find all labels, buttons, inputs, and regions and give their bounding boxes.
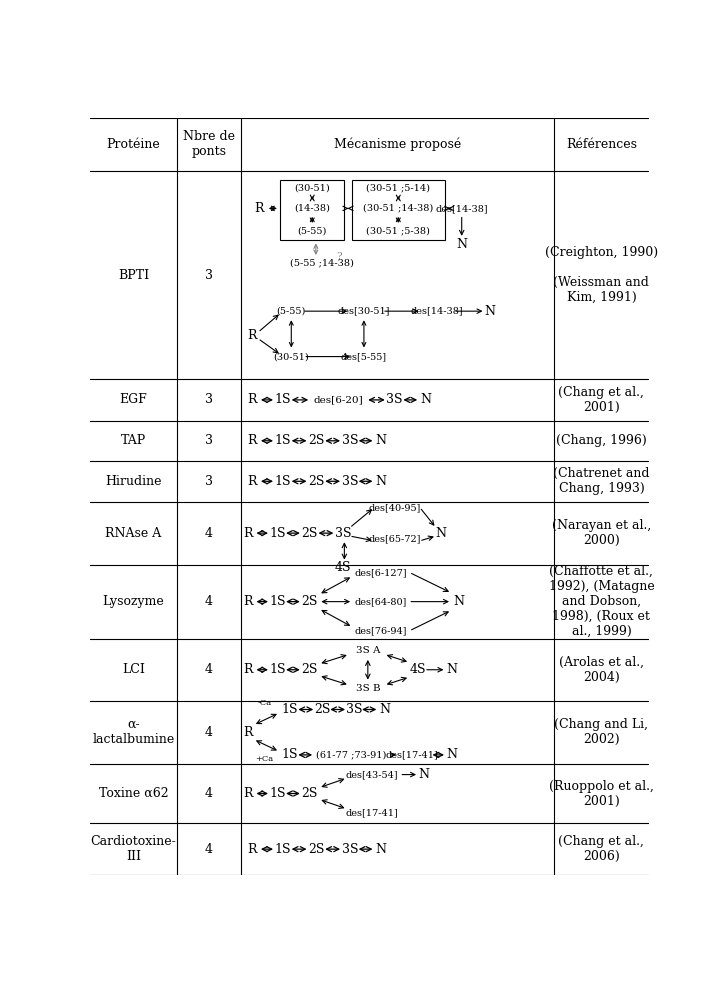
Text: 1S: 1S — [282, 748, 298, 762]
Text: des[17-41]: des[17-41] — [346, 808, 399, 817]
Text: des[76-94]: des[76-94] — [355, 626, 407, 635]
Text: 3S: 3S — [386, 393, 403, 406]
Text: des[14-38]: des[14-38] — [410, 307, 463, 316]
Text: Cardiotoxine-
III: Cardiotoxine- III — [91, 836, 177, 863]
Text: 4: 4 — [205, 595, 213, 608]
Text: (Creighton, 1990)

(Weissman and
Kim, 1991): (Creighton, 1990) (Weissman and Kim, 199… — [545, 246, 658, 304]
Text: Toxine α62: Toxine α62 — [99, 787, 168, 800]
Text: (30-51): (30-51) — [294, 183, 330, 192]
Text: N: N — [375, 475, 386, 488]
Text: +Ca: +Ca — [255, 756, 273, 764]
Text: 3S: 3S — [342, 842, 358, 855]
Text: N: N — [454, 595, 464, 608]
Text: TAP: TAP — [121, 434, 146, 447]
Text: 3: 3 — [205, 434, 213, 447]
Text: 1S: 1S — [269, 664, 286, 676]
Text: RNAse A: RNAse A — [105, 527, 162, 540]
Text: des[30-51]: des[30-51] — [337, 307, 390, 316]
Text: 3: 3 — [205, 393, 213, 406]
Text: 3S: 3S — [335, 527, 352, 540]
Text: (Arolas et al.,
2004): (Arolas et al., 2004) — [559, 656, 644, 684]
Text: EGF: EGF — [120, 393, 147, 406]
Text: ?: ? — [337, 252, 342, 260]
Text: 1S: 1S — [282, 703, 298, 716]
Text: 2S: 2S — [309, 434, 324, 447]
Text: (30-51): (30-51) — [273, 352, 309, 361]
Text: Nbre de
ponts: Nbre de ponts — [183, 131, 235, 158]
Text: N: N — [456, 239, 467, 252]
Text: N: N — [435, 527, 446, 540]
Text: 3: 3 — [205, 475, 213, 488]
Text: Références: Références — [566, 138, 637, 151]
Text: (Ruoppolo et al.,
2001): (Ruoppolo et al., 2001) — [549, 780, 654, 807]
Text: R: R — [243, 664, 252, 676]
Text: Lysozyme: Lysozyme — [102, 595, 164, 608]
Text: N: N — [420, 393, 431, 406]
Text: (30-51 ;14-38): (30-51 ;14-38) — [363, 203, 433, 213]
Text: (Chatrenet and
Chang, 1993): (Chatrenet and Chang, 1993) — [553, 467, 650, 495]
Text: Mécanisme proposé: Mécanisme proposé — [334, 138, 461, 151]
Text: 1S: 1S — [275, 842, 291, 855]
Text: (Chang and Li,
2002): (Chang and Li, 2002) — [554, 719, 648, 746]
Text: (61-77 ;73-91): (61-77 ;73-91) — [317, 750, 387, 760]
Bar — [280, 180, 345, 241]
Text: des[5-55]: des[5-55] — [341, 352, 387, 361]
Text: (Narayan et al.,
2000): (Narayan et al., 2000) — [552, 519, 651, 548]
Text: N: N — [379, 703, 390, 716]
Text: des[6-20]: des[6-20] — [314, 395, 363, 404]
Text: R: R — [247, 842, 257, 855]
Text: des[14-38]: des[14-38] — [435, 203, 488, 213]
Text: N: N — [419, 768, 430, 781]
Text: R: R — [247, 434, 257, 447]
Text: -Ca: -Ca — [257, 700, 272, 708]
Text: 3S A: 3S A — [355, 647, 380, 656]
Text: 1S: 1S — [275, 434, 291, 447]
Text: 1S: 1S — [269, 595, 286, 608]
Text: R: R — [243, 527, 252, 540]
Bar — [352, 180, 445, 241]
Text: R: R — [247, 393, 257, 406]
Text: 2S: 2S — [301, 787, 318, 800]
Text: 2S: 2S — [301, 595, 318, 608]
Text: 4S: 4S — [335, 560, 352, 574]
Text: 4S: 4S — [410, 664, 426, 676]
Text: (Chang, 1996): (Chang, 1996) — [556, 434, 647, 447]
Text: 2S: 2S — [301, 527, 318, 540]
Text: (5-55): (5-55) — [298, 227, 327, 236]
Text: N: N — [446, 664, 457, 676]
Text: des[40-95]: des[40-95] — [368, 503, 421, 513]
Text: 1S: 1S — [275, 475, 291, 488]
Text: R: R — [247, 329, 257, 342]
Text: LCI: LCI — [122, 664, 145, 676]
Text: 2S: 2S — [309, 842, 324, 855]
Text: (Chaffotte et al.,
1992), (Matagne
and Dobson,
1998), (Roux et
al., 1999): (Chaffotte et al., 1992), (Matagne and D… — [549, 565, 654, 638]
Text: 1S: 1S — [269, 787, 286, 800]
Text: R: R — [243, 725, 252, 738]
Text: 3S: 3S — [345, 703, 362, 716]
Text: (30-51 ;5-14): (30-51 ;5-14) — [366, 183, 430, 192]
Text: 4: 4 — [205, 842, 213, 855]
Text: Protéine: Protéine — [107, 138, 160, 151]
Text: (14-38): (14-38) — [294, 203, 330, 213]
Text: 3: 3 — [205, 268, 213, 281]
Text: des[65-72]: des[65-72] — [368, 535, 421, 544]
Text: (5-55 ;14-38): (5-55 ;14-38) — [290, 258, 354, 267]
Text: Hirudine: Hirudine — [105, 475, 162, 488]
Text: 4: 4 — [205, 787, 213, 800]
Text: (Chang et al.,
2006): (Chang et al., 2006) — [559, 836, 645, 863]
Text: R: R — [243, 787, 252, 800]
Text: α-
lactalbumine: α- lactalbumine — [92, 719, 174, 746]
Text: 4: 4 — [205, 725, 213, 738]
Text: R: R — [254, 202, 264, 215]
Text: R: R — [247, 475, 257, 488]
Text: 1S: 1S — [275, 393, 291, 406]
Text: des[6-127]: des[6-127] — [355, 568, 407, 577]
Text: (Chang et al.,
2001): (Chang et al., 2001) — [559, 386, 645, 414]
Text: 4: 4 — [205, 664, 213, 676]
Text: 2S: 2S — [314, 703, 330, 716]
Text: N: N — [375, 842, 386, 855]
Text: 1S: 1S — [269, 527, 286, 540]
Text: (30-51 ;5-38): (30-51 ;5-38) — [366, 227, 430, 236]
Text: 2S: 2S — [309, 475, 324, 488]
Text: N: N — [484, 305, 495, 318]
